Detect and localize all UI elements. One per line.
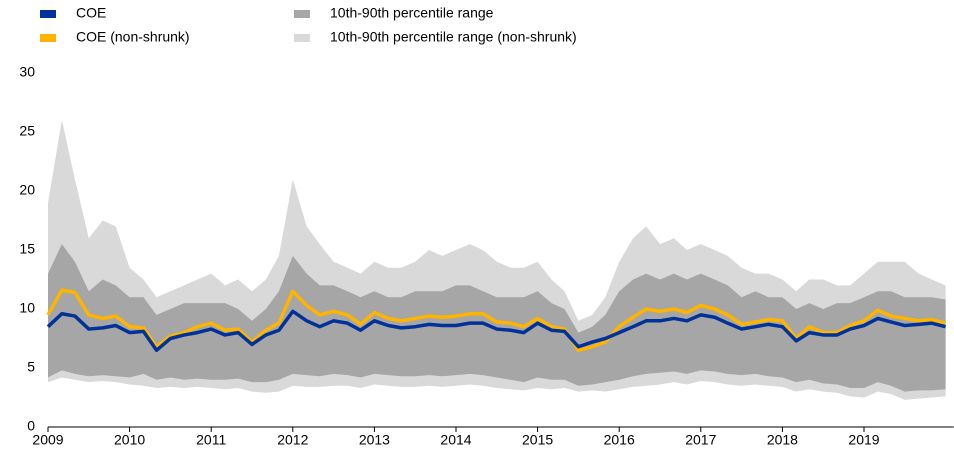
- range-band: [48, 244, 946, 392]
- x-tick-label: 2016: [604, 432, 635, 448]
- legend-label: COE: [76, 5, 106, 21]
- legend-swatch: [294, 10, 310, 18]
- legend-label: 10th-90th percentile range: [330, 5, 494, 21]
- y-tick-label: 0: [27, 418, 35, 434]
- x-tick-label: 2017: [685, 432, 716, 448]
- legend-swatch: [40, 34, 56, 42]
- x-tick-label: 2012: [277, 432, 308, 448]
- x-tick-label: 2015: [522, 432, 553, 448]
- x-tick-label: 2019: [848, 432, 879, 448]
- x-tick-label: 2009: [32, 432, 63, 448]
- legend-swatch: [40, 10, 56, 18]
- y-tick-label: 15: [19, 241, 35, 257]
- y-tick-label: 25: [19, 123, 35, 139]
- x-tick-label: 2018: [767, 432, 798, 448]
- y-tick-label: 5: [27, 359, 35, 375]
- y-tick-label: 10: [19, 300, 35, 316]
- series-line: [46, 309, 947, 353]
- x-tick-label: 2014: [440, 432, 471, 448]
- x-tick-label: 2013: [359, 432, 390, 448]
- legend-swatch: [294, 34, 310, 42]
- legend-label: COE (non-shrunk): [76, 29, 190, 45]
- legend-label: 10th-90th percentile range (non-shrunk): [330, 29, 577, 45]
- y-tick-label: 30: [19, 64, 35, 80]
- x-tick-label: 2011: [196, 432, 226, 448]
- x-tick-label: 2010: [114, 432, 145, 448]
- y-tick-label: 20: [19, 182, 35, 198]
